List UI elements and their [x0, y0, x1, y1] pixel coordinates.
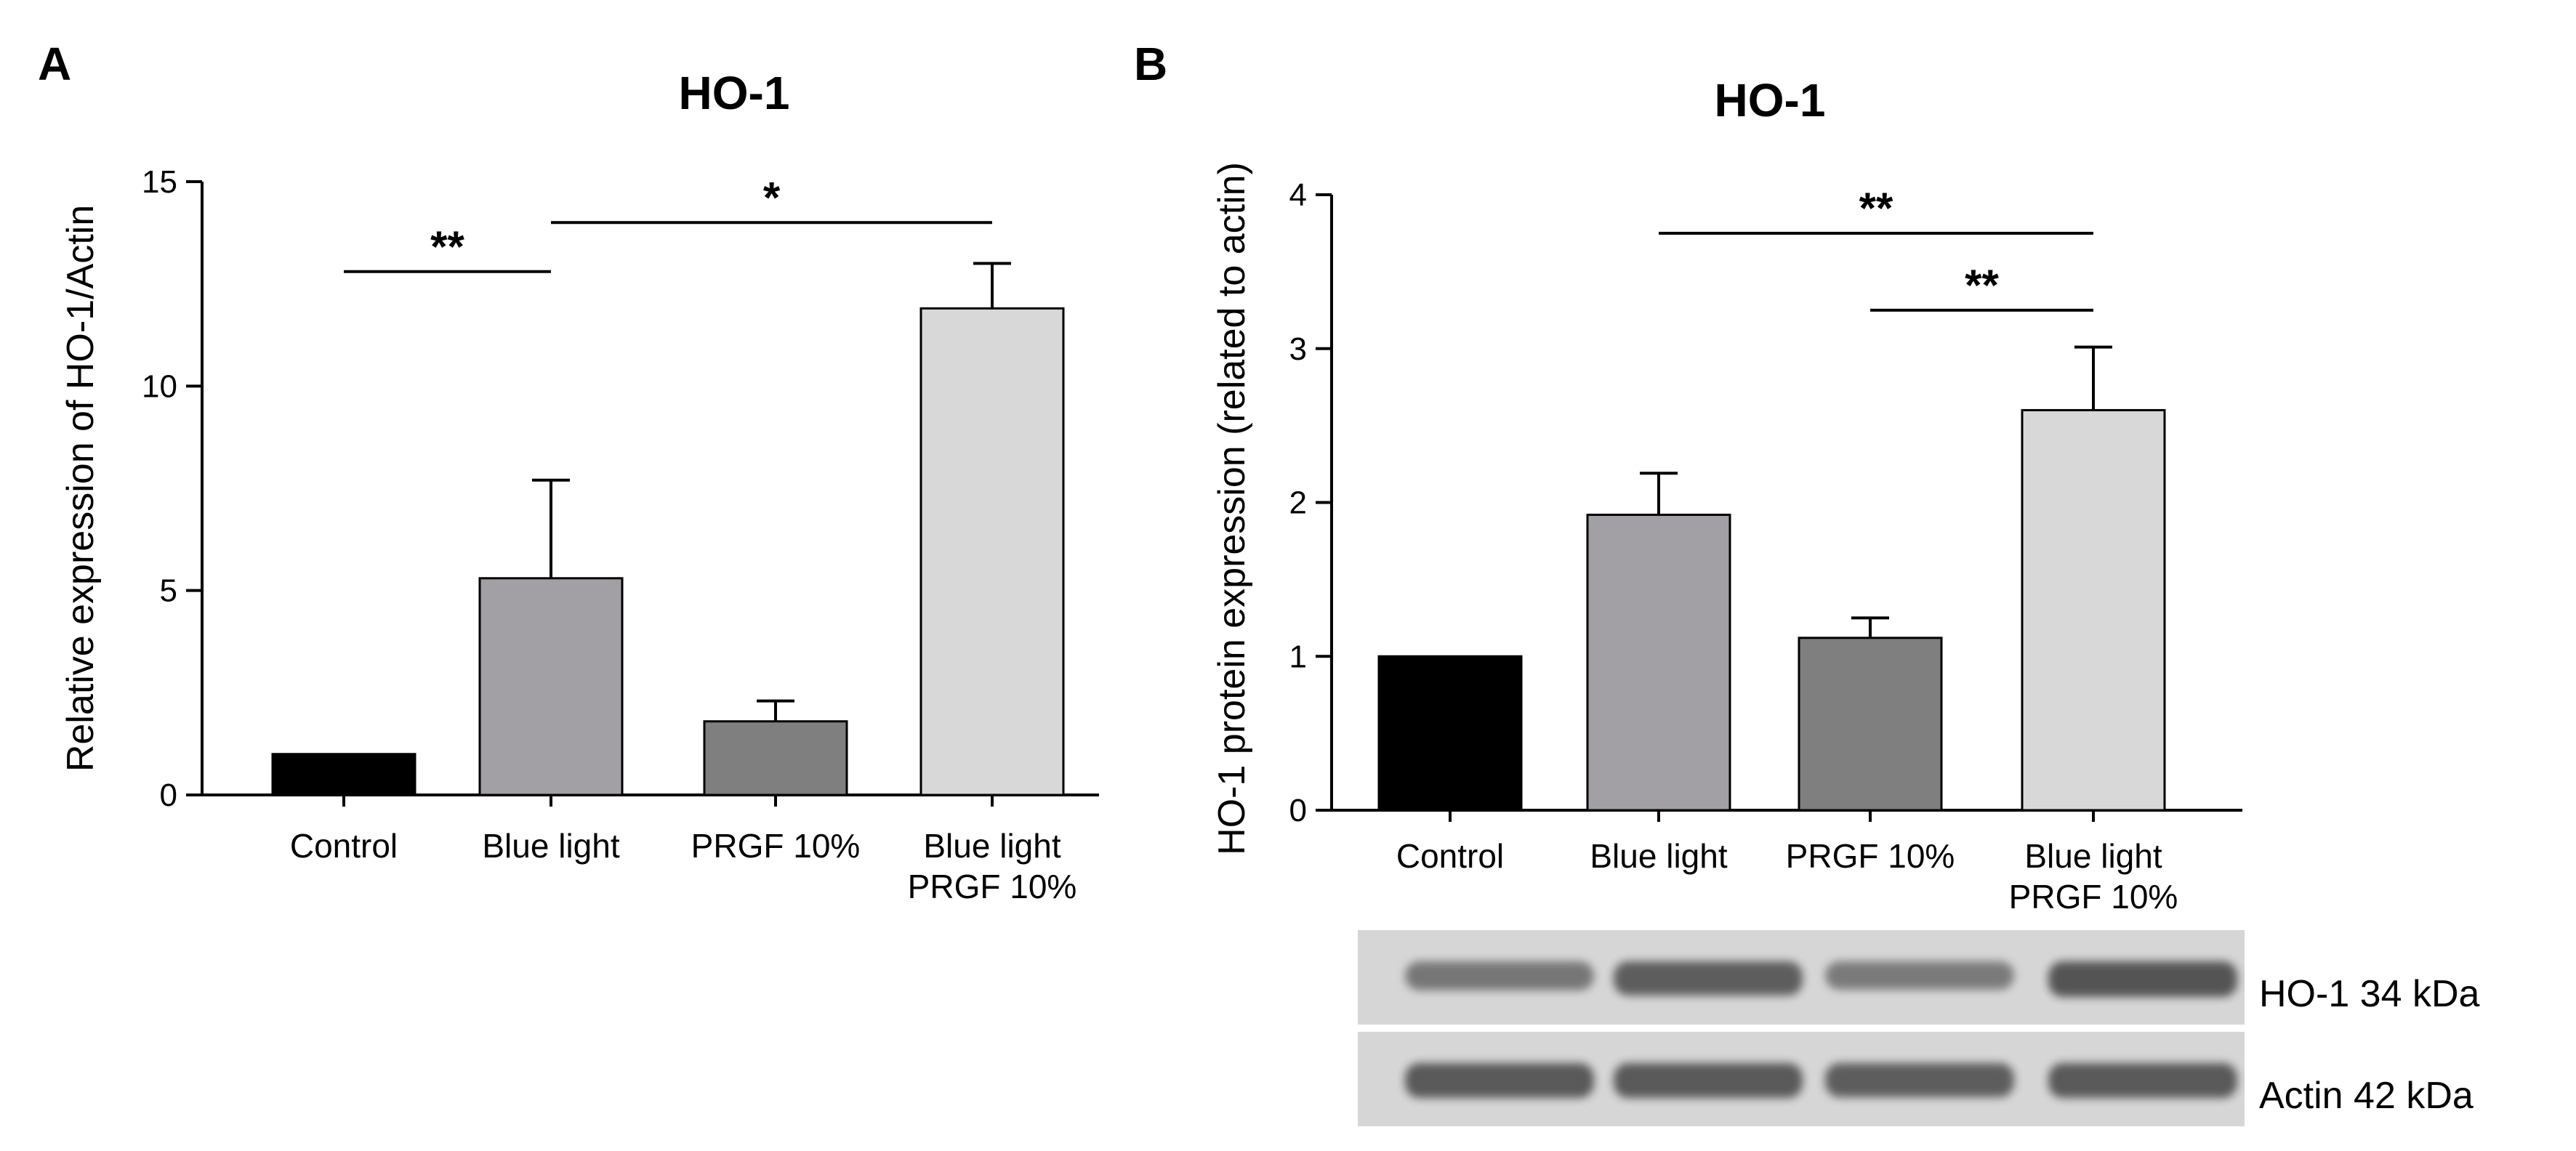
bar: [1798, 637, 1943, 812]
y-tick-label: 2: [1289, 485, 1307, 521]
blot-strip: [1358, 930, 2245, 1025]
blot-band: [2048, 1063, 2237, 1098]
y-tick-label: 4: [1289, 177, 1307, 213]
significance-label: **: [1859, 184, 1893, 233]
x-tick-label: Blue light PRGF 10%: [908, 827, 1077, 905]
blot-band: [2048, 961, 2237, 997]
panel-b: B HO-1 HO-1 protein expression (related to…: [1134, 38, 2242, 916]
bar: [271, 753, 416, 796]
x-tick-label: Control: [1396, 837, 1504, 875]
y-tick-label: 0: [160, 778, 177, 813]
x-tick-label-line: PRGF 10%: [1786, 837, 1955, 875]
significance-label: **: [1965, 261, 1999, 310]
x-tick-label-line: Blue light: [482, 827, 619, 865]
significance-label: *: [763, 173, 781, 222]
y-tick-label: 15: [142, 164, 177, 200]
bar: [478, 577, 624, 796]
panel-letter: B: [1134, 38, 1167, 90]
y-tick-label: 1: [1289, 639, 1307, 674]
y-tick-label: 0: [1289, 793, 1307, 828]
blot-band: [1405, 1063, 1594, 1098]
x-tick-label-line: PRGF 10%: [908, 868, 1077, 905]
blot-band: [1825, 961, 2014, 990]
blot-band: [1614, 1063, 1803, 1098]
x-tick-label-line: Control: [1396, 837, 1504, 875]
y-axis-label: Relative expression of HO-1/Actin: [60, 205, 102, 772]
chart-title: HO-1: [1715, 74, 1826, 126]
y-tick-label: 5: [160, 573, 177, 609]
x-tick-label: Blue light PRGF 10%: [2009, 837, 2178, 916]
bar: [703, 720, 848, 796]
blot-band: [1405, 961, 1594, 991]
x-tick-label-line: Control: [290, 827, 398, 865]
bar: [2021, 408, 2166, 812]
x-tick-label-line: PRGF 10%: [691, 827, 861, 865]
x-tick-label-line: Blue light: [923, 827, 1060, 865]
blot-band: [1614, 961, 1803, 995]
y-tick-label: 3: [1289, 331, 1307, 367]
x-tick-label: PRGF 10%: [691, 827, 861, 865]
panel-a: A HO-1 Relative expression of HO-1/Actin 0 5…: [38, 38, 1099, 905]
x-tick-label-line: Blue light: [2024, 837, 2162, 875]
chart-title: HO-1: [679, 67, 790, 119]
western-blot-labels: HO-1 34 kDa Actin 42 kDa: [2259, 973, 2480, 1117]
x-tick-label: Blue light: [482, 827, 619, 865]
western-blot: [1358, 930, 2245, 1126]
blot-band-label: Actin 42 kDa: [2259, 1075, 2474, 1117]
blot-band: [1825, 1063, 2014, 1097]
x-tick-label-line: Blue light: [1590, 837, 1727, 875]
blot-strip: [1358, 1032, 2245, 1126]
x-tick-label: PRGF 10%: [1786, 837, 1955, 875]
y-axis-label: HO-1 protein expression (related to acti…: [1211, 162, 1253, 855]
panel-letter: A: [38, 38, 71, 90]
y-tick-label: 10: [142, 368, 177, 404]
x-tick-label: Blue light: [1590, 837, 1727, 875]
bar: [919, 307, 1065, 796]
significance-label: **: [430, 222, 464, 271]
x-tick-label-line: PRGF 10%: [2009, 878, 2178, 916]
x-tick-label: Control: [290, 827, 398, 865]
bar: [1377, 655, 1523, 812]
blot-band-label: HO-1 34 kDa: [2259, 973, 2480, 1015]
bar: [1586, 513, 1731, 812]
